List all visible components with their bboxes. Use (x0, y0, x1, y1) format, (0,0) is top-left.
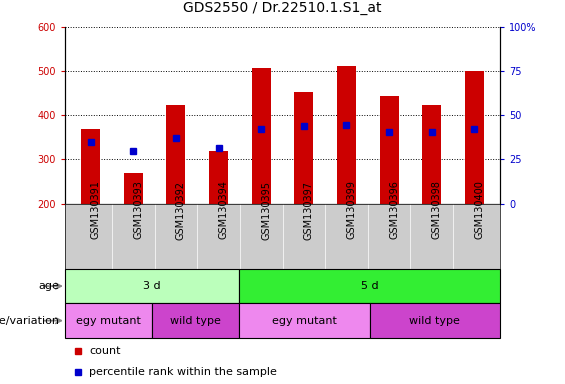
Text: egy mutant: egy mutant (272, 316, 337, 326)
Bar (81, 129, 100, 204)
Bar (239, 269, 500, 303)
Bar (251, 68, 271, 204)
Bar (465, 71, 484, 204)
Text: wild type: wild type (409, 316, 460, 326)
Text: wild type: wild type (170, 316, 221, 326)
Bar (380, 96, 399, 204)
Text: GSM130394: GSM130394 (219, 180, 228, 240)
Bar (152, 303, 239, 338)
Bar (124, 173, 143, 204)
Bar (422, 106, 441, 204)
Bar (337, 66, 356, 204)
Text: GSM130397: GSM130397 (304, 180, 314, 240)
Text: 5 d: 5 d (360, 281, 379, 291)
Text: genotype/variation: genotype/variation (0, 316, 59, 326)
Text: GSM130393: GSM130393 (133, 180, 143, 240)
Text: GSM130398: GSM130398 (432, 180, 442, 240)
Text: GSM130399: GSM130399 (346, 180, 357, 240)
Bar (239, 303, 370, 338)
Text: GSM130392: GSM130392 (176, 180, 186, 240)
Text: GSM130400: GSM130400 (475, 180, 484, 240)
Bar (166, 106, 185, 204)
Text: egy mutant: egy mutant (76, 316, 141, 326)
Text: count: count (89, 346, 120, 356)
Text: percentile rank within the sample: percentile rank within the sample (89, 367, 277, 377)
Text: GSM130396: GSM130396 (389, 180, 399, 240)
Text: age: age (38, 281, 59, 291)
Text: 3 d: 3 d (143, 281, 161, 291)
Bar (65, 269, 239, 303)
Bar (370, 303, 500, 338)
Text: GSM130391: GSM130391 (90, 180, 101, 240)
Bar (209, 151, 228, 204)
Text: GSM130395: GSM130395 (261, 180, 271, 240)
Text: GDS2550 / Dr.22510.1.S1_at: GDS2550 / Dr.22510.1.S1_at (183, 2, 382, 15)
Bar (294, 92, 314, 204)
Bar (65, 303, 152, 338)
